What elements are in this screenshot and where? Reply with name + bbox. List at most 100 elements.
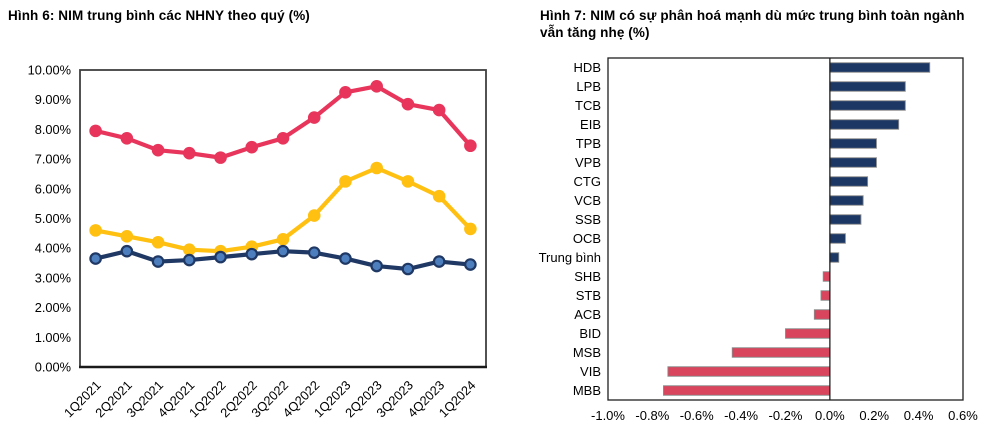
data-point — [276, 232, 290, 246]
bar-ctg — [829, 176, 869, 187]
yellow-line-series — [89, 161, 477, 258]
y-tick-label: 3.00% — [35, 270, 71, 285]
y-tick-label: 1.00% — [35, 330, 71, 345]
category-label: HDB — [574, 60, 601, 75]
data-point — [214, 250, 227, 264]
data-point — [339, 85, 352, 99]
category-label: MBB — [573, 383, 601, 398]
category-label: SHB — [574, 269, 601, 284]
figure6-title: Hình 6: NIM trung bình các NHNY theo quý… — [8, 8, 310, 23]
y-tick-label: 10.00% — [28, 63, 71, 78]
data-point — [432, 189, 446, 203]
data-point — [307, 111, 321, 124]
category-label: VIB — [580, 364, 601, 379]
bar-acb — [813, 309, 831, 320]
data-point — [339, 252, 352, 265]
category-label: BID — [579, 326, 601, 341]
data-point — [432, 103, 446, 117]
bar-vib — [667, 366, 831, 377]
category-label: OCB — [573, 231, 601, 246]
data-point — [151, 255, 165, 268]
y-tick-label: 0.00% — [35, 360, 71, 375]
category-label: SSB — [575, 212, 601, 227]
x-tick-label: -0.4% — [724, 408, 758, 423]
category-label: ACB — [574, 307, 601, 322]
bar-msb — [731, 347, 831, 358]
data-point — [183, 253, 196, 267]
bar-shb — [822, 271, 831, 282]
data-point — [370, 259, 383, 273]
red-line-path — [93, 84, 473, 160]
data-point — [120, 132, 134, 145]
y-tick-label: 4.00% — [35, 241, 71, 256]
category-label: TPB — [576, 136, 601, 151]
data-point — [89, 224, 102, 237]
y-tick-label: 9.00% — [35, 92, 71, 107]
y-tick-label: 5.00% — [35, 211, 71, 226]
red-line-series — [89, 80, 477, 164]
data-point — [120, 244, 134, 258]
data-point — [307, 209, 321, 222]
data-point — [432, 255, 446, 268]
data-point — [370, 80, 383, 93]
figure7-title: Hình 7: NIM có sự phân hoá mạnh dù mức t… — [540, 8, 965, 40]
category-label: TCB — [575, 98, 601, 113]
plot-border — [79, 69, 487, 368]
x-tick-label: 0.2% — [859, 408, 889, 423]
bar-ocb — [829, 233, 846, 244]
bar-stb — [820, 290, 831, 301]
x-tick-label: -0.2% — [769, 408, 803, 423]
bar-tpb — [829, 138, 877, 149]
data-point — [464, 222, 477, 236]
x-tick-label: -1.0% — [591, 408, 625, 423]
category-label: LPB — [576, 79, 601, 94]
bar-vcb — [829, 195, 864, 206]
data-point — [120, 230, 134, 243]
category-label: VCB — [574, 193, 601, 208]
category-label: EIB — [580, 117, 601, 132]
data-point — [245, 140, 259, 154]
data-point — [464, 139, 477, 153]
category-label: VPB — [575, 155, 601, 170]
bar-vpb — [829, 157, 877, 168]
y-tick-label: 7.00% — [35, 152, 71, 167]
data-point — [276, 132, 290, 145]
data-point — [245, 247, 259, 261]
y-tick-label: 8.00% — [35, 122, 71, 137]
data-point — [401, 175, 415, 188]
data-point — [183, 243, 196, 256]
category-label: STB — [576, 288, 601, 303]
navy-line-series — [89, 244, 477, 276]
bar-lpb — [829, 81, 906, 92]
data-point — [151, 143, 165, 157]
data-point — [89, 124, 102, 138]
x-tick-label: 0.6% — [948, 408, 978, 423]
category-label: Trung bình — [539, 250, 601, 265]
y-tick-label: 2.00% — [35, 300, 71, 315]
y-tick-label: 6.00% — [35, 181, 71, 196]
data-point — [89, 252, 102, 265]
data-point — [276, 244, 290, 258]
bar-eib — [829, 119, 900, 130]
category-label: MSB — [573, 345, 601, 360]
data-point — [183, 146, 196, 160]
data-point — [151, 235, 165, 249]
data-point — [401, 262, 415, 276]
data-point — [214, 151, 227, 164]
figure7-bar-chart: HDB LPB TCB EIB TPB VPB CTG VCB SSB OCB Trung bình… — [539, 57, 978, 423]
x-tick-label: 0.4% — [904, 408, 934, 423]
bar-tcb — [829, 100, 906, 111]
plot-border — [607, 57, 964, 401]
category-label: CTG — [574, 174, 601, 189]
data-point — [401, 97, 415, 111]
bar-bid — [785, 328, 831, 339]
data-point — [307, 246, 321, 259]
data-point — [370, 161, 383, 175]
bar-hdb — [829, 62, 931, 73]
bar-ssb — [829, 214, 862, 225]
data-point — [339, 175, 352, 188]
data-point — [464, 258, 477, 271]
x-tick-label: -0.6% — [680, 408, 714, 423]
bar-trung-bình — [829, 252, 840, 263]
